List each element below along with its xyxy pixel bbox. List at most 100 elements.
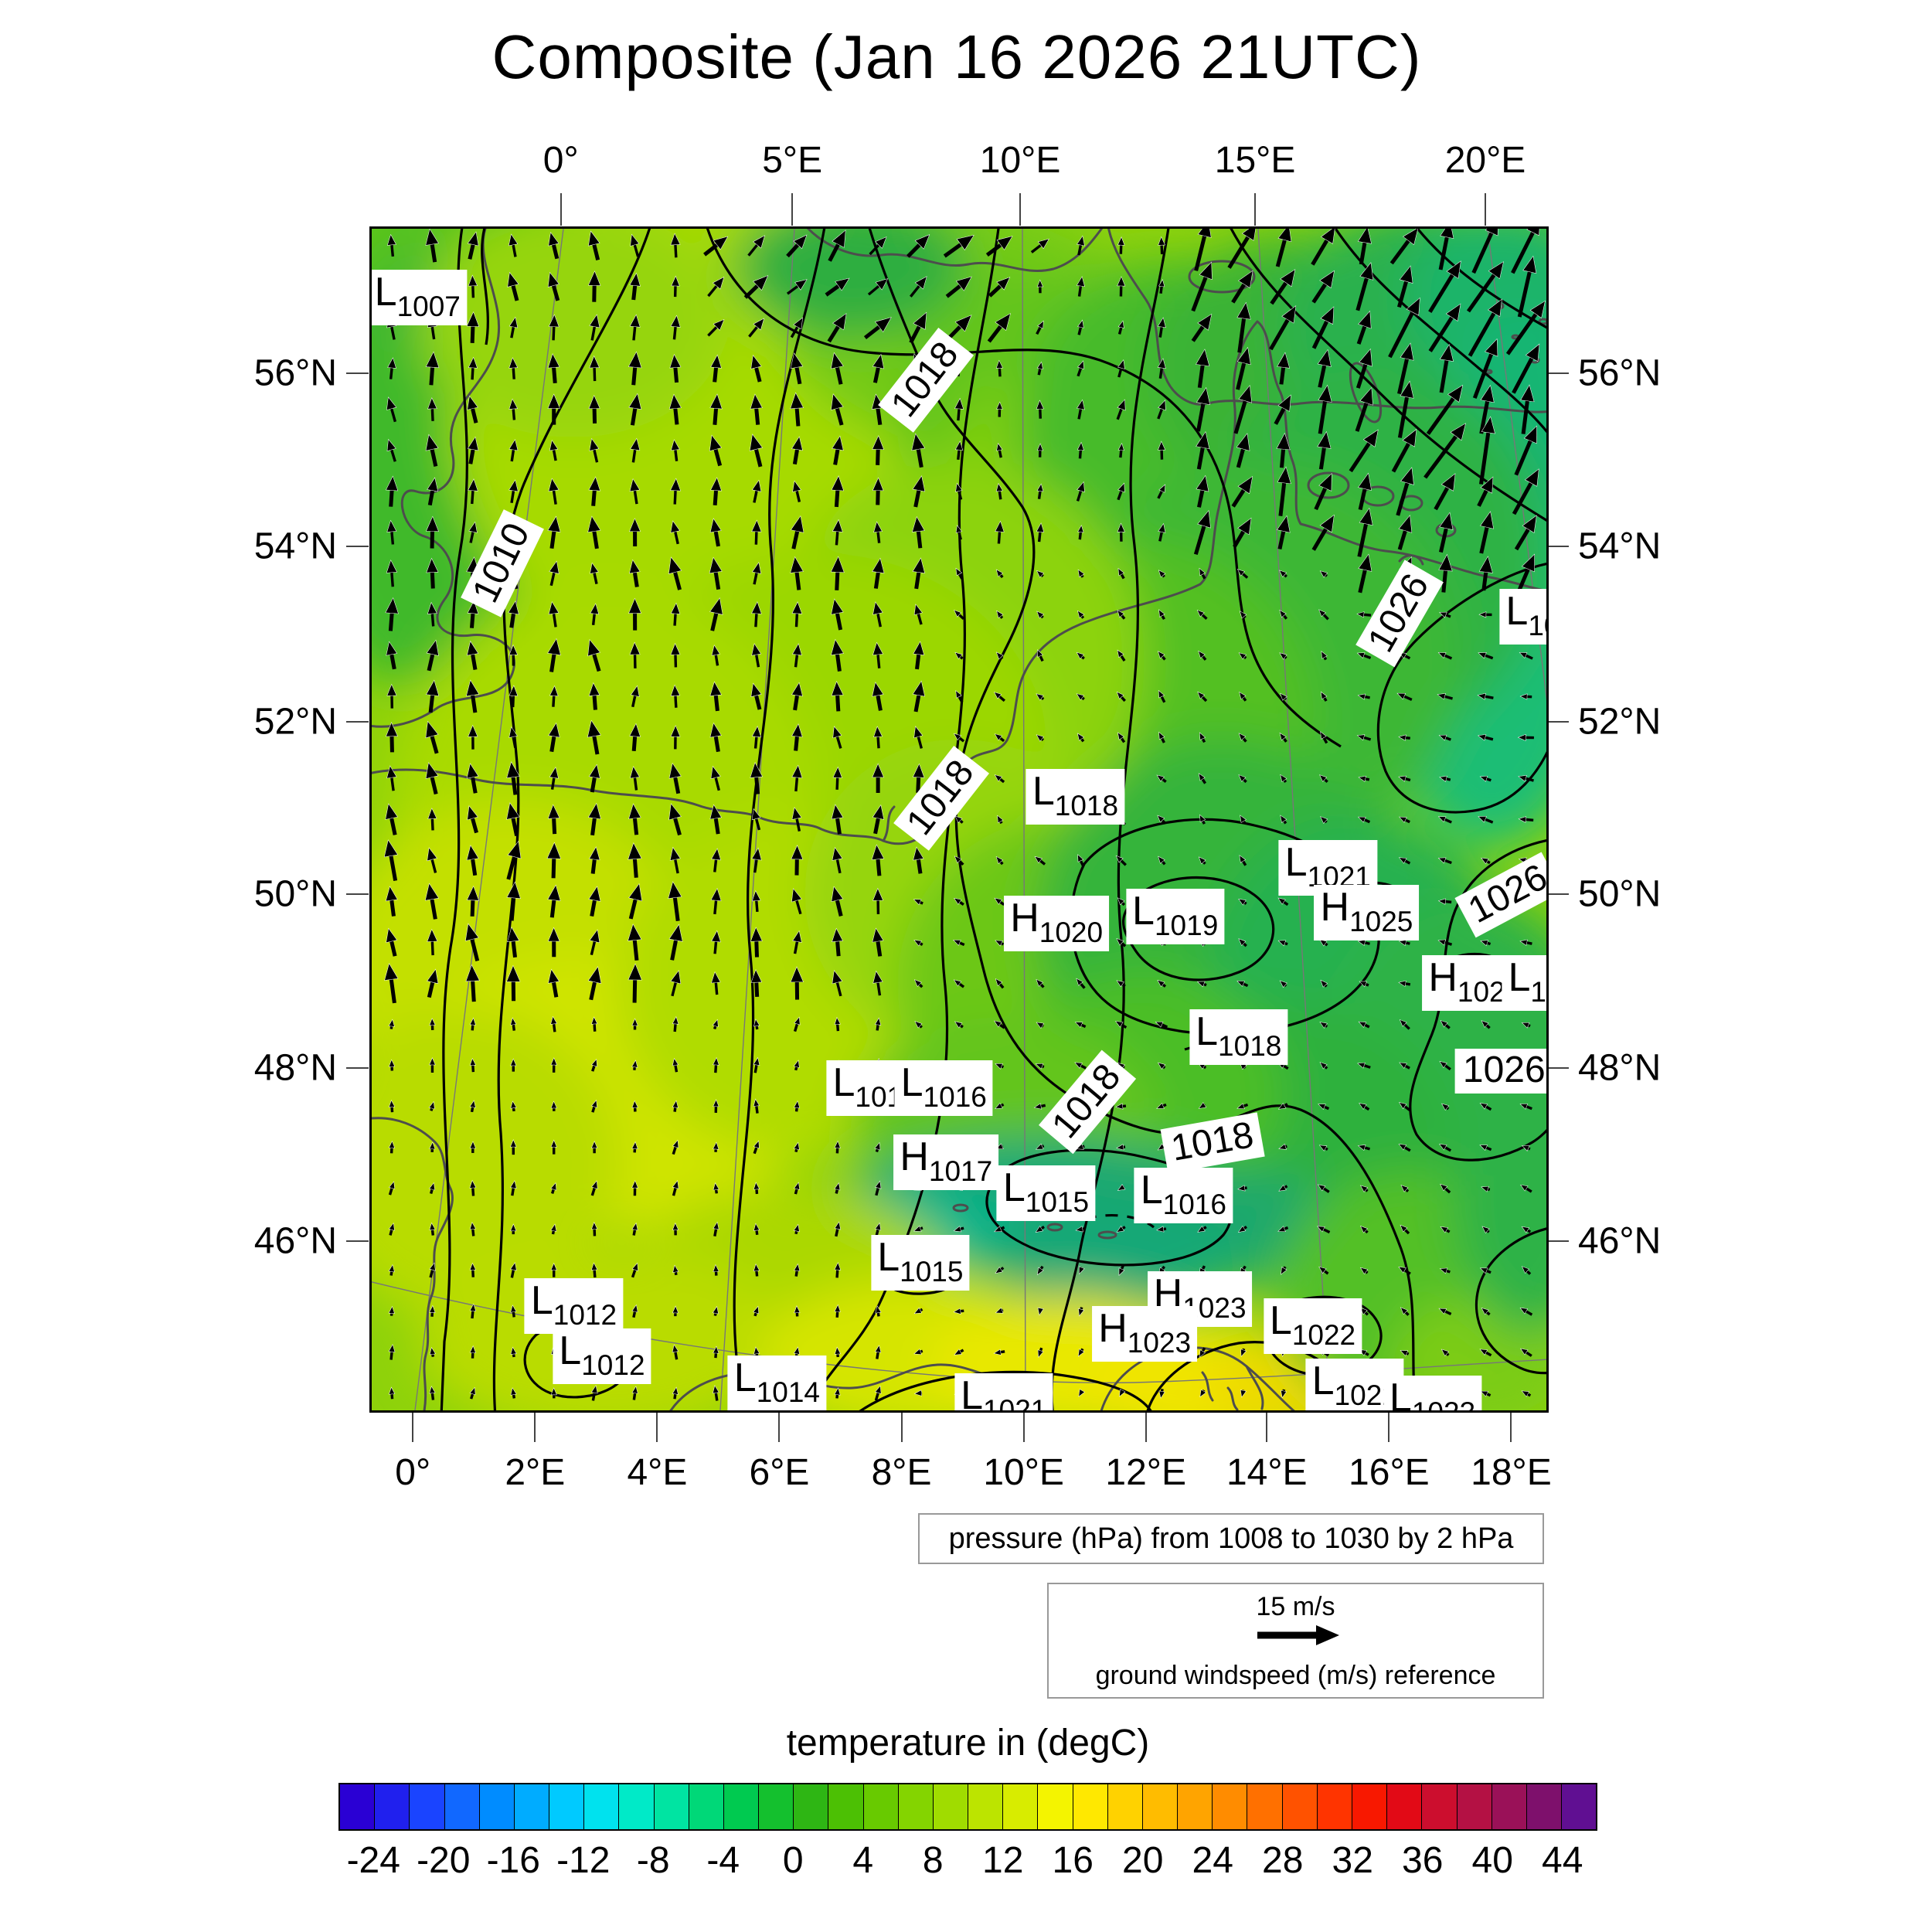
left-axis-tick <box>346 372 369 374</box>
bottom-axis-label: 12°E <box>1105 1452 1187 1493</box>
colorbar-segment <box>654 1784 689 1829</box>
colorbar-segment <box>340 1784 376 1829</box>
right-axis-label: 52°N <box>1578 701 1662 743</box>
colorbar-segment <box>723 1784 760 1829</box>
colorbar-segment <box>898 1784 934 1829</box>
bottom-axis-label: 6°E <box>749 1452 810 1493</box>
pressure-center-label-H1025: H1025 <box>1314 885 1420 941</box>
colorbar-tick-label: 16 <box>1052 1840 1094 1881</box>
colorbar-segment <box>933 1784 969 1829</box>
colorbar-segment <box>1107 1784 1143 1829</box>
pressure-center-label-L1021: L1021 <box>1278 840 1377 896</box>
colorbar-tick-label: -16 <box>486 1840 540 1881</box>
left-axis-tick <box>346 720 369 723</box>
left-axis-label: 48°N <box>253 1047 337 1089</box>
right-axis-tick <box>1546 546 1569 548</box>
pressure-center-label-H1017: H1017 <box>893 1134 999 1190</box>
pressure-center-label-L1021: L1021 <box>954 1372 1053 1410</box>
right-axis-label: 56°N <box>1578 352 1662 394</box>
colorbar-segment <box>1422 1784 1458 1829</box>
top-axis-tick <box>1254 193 1257 226</box>
colorbar-segment <box>479 1784 515 1829</box>
colorbar-tick-label: -12 <box>556 1840 611 1881</box>
pressure-center-label-L1012: L1012 <box>524 1278 624 1335</box>
left-axis-label: 46°N <box>253 1220 337 1262</box>
wind-reference-legend: 15 m/s ground windspeed (m/s) reference <box>1047 1583 1544 1699</box>
top-axis-label: 5°E <box>762 140 823 181</box>
colorbar-segment <box>1526 1784 1563 1829</box>
pressure-center-label-L1012: L1012 <box>553 1328 651 1384</box>
colorbar-segment <box>375 1784 410 1829</box>
pressure-center-label-L1018: L1018 <box>1189 1009 1288 1065</box>
pressure-center-label-L1023: L1023 <box>1383 1375 1482 1410</box>
left-axis-label: 56°N <box>253 352 337 394</box>
colorbar-tick-label: 8 <box>922 1840 944 1881</box>
colorbar-tick-label: -4 <box>706 1840 740 1881</box>
wind-reference-speed: 15 m/s <box>1256 1592 1335 1621</box>
colorbar-segment <box>1213 1784 1248 1829</box>
page-title: Composite (Jan 16 2026 21UTC) <box>492 22 1422 91</box>
colorbar-segment <box>1247 1784 1283 1829</box>
colorbar-tick-label: 40 <box>1471 1840 1513 1881</box>
colorbar-tick-label: 36 <box>1402 1840 1444 1881</box>
colorbar-tick-label: 32 <box>1332 1840 1373 1881</box>
wind-reference-arrow-icon <box>1257 1625 1339 1645</box>
top-axis-label: 20°E <box>1444 140 1526 181</box>
colorbar-segment <box>1178 1784 1213 1829</box>
colorbar-tick-label: 12 <box>982 1840 1024 1881</box>
right-axis-tick <box>1546 720 1569 723</box>
pressure-center-label-L1019: L1019 <box>1126 888 1225 944</box>
bottom-axis-tick <box>1510 1411 1512 1442</box>
right-axis-label: 54°N <box>1578 526 1662 567</box>
bottom-axis-tick <box>1022 1411 1025 1442</box>
bottom-axis-label: 10°E <box>983 1452 1064 1493</box>
colorbar-tick-labels: -24 -20 -16 -12 -8 -4 0 4 8 12 16 20 24 28 32 36 40 44 <box>338 1839 1597 1886</box>
top-axis-label: 10°E <box>979 140 1061 181</box>
colorbar-segment <box>863 1784 899 1829</box>
right-axis-tick <box>1546 893 1569 895</box>
pressure-center-label-H1023: H1023 <box>1092 1305 1198 1362</box>
bottom-axis-label: 0° <box>395 1452 431 1493</box>
contour-value-label-1026: 1026 <box>1454 1049 1546 1094</box>
left-axis-label: 54°N <box>253 526 337 567</box>
right-axis-tick <box>1546 1240 1569 1243</box>
colorbar-tick-label: 20 <box>1122 1840 1164 1881</box>
colorbar-title: temperature in (degC) <box>786 1723 1150 1764</box>
bottom-axis-label: 18°E <box>1471 1452 1552 1493</box>
top-axis-tick <box>791 193 794 226</box>
bottom-axis-tick <box>778 1411 781 1442</box>
pressure-center-label-L1028: L1028 <box>1502 954 1546 1011</box>
colorbar-tick-label: 24 <box>1192 1840 1233 1881</box>
colorbar-segment <box>1352 1784 1388 1829</box>
bottom-axis-tick <box>656 1411 658 1442</box>
pressure-center-label-L1018: L1018 <box>1026 769 1125 825</box>
colorbar-segment <box>759 1784 794 1829</box>
colorbar-segment <box>1038 1784 1073 1829</box>
bottom-axis-tick <box>534 1411 536 1442</box>
colorbar-segment <box>1492 1784 1527 1829</box>
colorbar-segment <box>549 1784 585 1829</box>
colorbar-tick-label: -20 <box>417 1840 471 1881</box>
pressure-center-label-H1020: H1020 <box>1004 896 1110 952</box>
pressure-center-label-L1028: L1028 <box>1499 588 1546 645</box>
left-axis-label: 52°N <box>253 701 337 743</box>
bottom-axis-tick <box>1145 1411 1147 1442</box>
pressure-center-label-L1007: L1007 <box>372 269 467 325</box>
colorbar-segment <box>1282 1784 1318 1829</box>
top-axis-tick <box>560 193 562 226</box>
right-axis-label: 48°N <box>1578 1047 1662 1089</box>
wind-reference-caption: ground windspeed (m/s) reference <box>1095 1661 1496 1690</box>
left-axis-label: 50°N <box>253 873 337 915</box>
colorbar-segment <box>1457 1784 1492 1829</box>
colorbar-segment <box>794 1784 829 1829</box>
map-area: L1007L1018L1021H1025H1020L1019H1027L1028… <box>369 226 1549 1413</box>
colorbar-tick-label: -8 <box>636 1840 670 1881</box>
top-axis-label: 15°E <box>1214 140 1296 181</box>
colorbar-tick-label: 28 <box>1262 1840 1304 1881</box>
bottom-axis-label: 4°E <box>627 1452 688 1493</box>
right-axis-label: 46°N <box>1578 1220 1662 1262</box>
pressure-caption-text: pressure (hPa) from 1008 to 1030 by 2 hP… <box>948 1522 1514 1555</box>
pressure-center-label-L1016: L1016 <box>1134 1167 1233 1223</box>
colorbar-tick-label: 0 <box>782 1840 804 1881</box>
